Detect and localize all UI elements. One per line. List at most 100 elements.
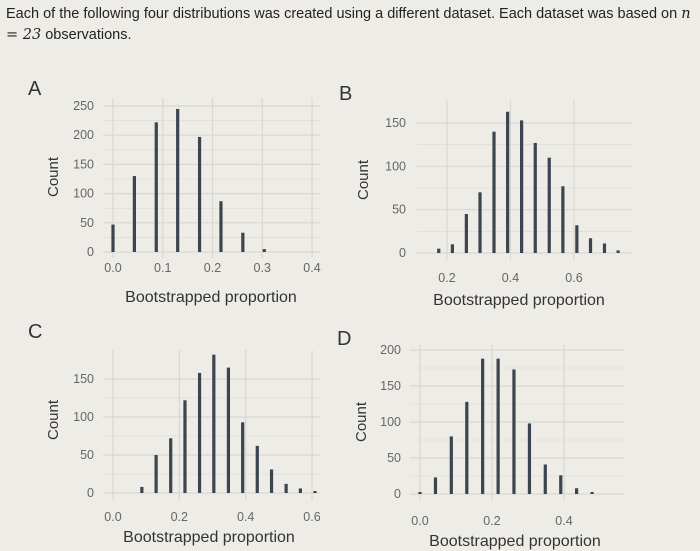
- y-tick-label: 100: [380, 415, 401, 429]
- x-tick-label: 0.3: [254, 261, 271, 275]
- histogram-bar: [132, 176, 136, 252]
- x-axis-label: Bootstrapped proportion: [429, 533, 601, 550]
- histogram-bar: [520, 120, 524, 254]
- histogram-bar: [262, 249, 266, 252]
- histogram-bar: [197, 372, 202, 493]
- x-tick-label: 0.2: [483, 514, 500, 528]
- histogram-bar: [506, 111, 510, 253]
- histogram-D: 0 50 100 150 200 0.0 0.2 0.4 Bootstrapped propor…: [337, 328, 625, 550]
- histogram-bar: [140, 486, 144, 493]
- intro-text: Each of the following four distributions…: [6, 4, 696, 46]
- histogram-bar: [197, 136, 202, 252]
- x-tick-label: 0.2: [171, 510, 188, 524]
- histogram-bar: [590, 492, 594, 494]
- intro-text-before: Each of the following four distributions…: [6, 6, 682, 22]
- x-tick-label: 0.6: [565, 271, 582, 285]
- y-tick-label: 150: [385, 116, 406, 130]
- histogram-bar: [588, 238, 593, 253]
- histogram-bar: [527, 423, 532, 494]
- y-axis-label: Count: [353, 401, 370, 442]
- histogram-C: 0 50 100 150 0.0 0.2 0.4 0.6 Bootstrapped propor…: [28, 321, 321, 546]
- y-tick-label: 50: [392, 203, 406, 217]
- histogram-bar: [559, 475, 563, 494]
- y-tick-label: 100: [73, 410, 94, 424]
- x-tick-label: 0.4: [502, 271, 519, 285]
- histogram-bar: [111, 224, 115, 252]
- y-tick-label: 150: [380, 379, 401, 393]
- histogram-bar: [183, 400, 187, 493]
- y-tick-label: 150: [73, 372, 94, 386]
- y-tick-label: 100: [385, 159, 406, 173]
- x-tick-label: 0.0: [411, 514, 428, 528]
- histogram-bar: [284, 483, 288, 493]
- x-tick-label: 0.4: [237, 510, 254, 524]
- panel-label: C: [28, 321, 42, 343]
- panel-label: A: [28, 78, 42, 100]
- histogram-bar: [176, 108, 180, 252]
- histogram-bar: [575, 488, 579, 494]
- histogram-bar: [219, 201, 223, 252]
- x-axis-label: Bootstrapped proportion: [433, 292, 605, 309]
- histogram-bar: [449, 436, 453, 494]
- y-tick-label: 0: [399, 246, 406, 260]
- histogram-bar: [496, 358, 500, 494]
- histogram-bar: [255, 445, 259, 493]
- histogram-bar: [478, 192, 482, 253]
- histogram-bar: [492, 131, 496, 253]
- histogram-B: 0 50 100 150 0.2 0.4 0.6 Bootstrapped proportio…: [339, 83, 632, 309]
- histogram-bar: [169, 438, 173, 493]
- y-tick-label: 250: [73, 99, 94, 113]
- x-tick-label: 0.0: [104, 510, 121, 524]
- histogram-bar: [481, 358, 485, 494]
- y-tick-label: 0: [87, 245, 94, 259]
- x-axis-label: Bootstrapped proportion: [125, 289, 297, 306]
- intro-math: n = 23: [6, 6, 691, 43]
- histogram-bar: [241, 232, 245, 252]
- y-axis-label: Count: [355, 159, 372, 200]
- x-tick-label: 0.4: [303, 261, 320, 275]
- histogram-bar: [298, 488, 302, 493]
- y-tick-label: 0: [394, 487, 401, 501]
- histogram-A: 0 50 100 150 200 250 0.0 0.1 0.2 0.3 0.4 Bootstrapp…: [28, 78, 321, 306]
- x-tick-label: 0.4: [555, 514, 572, 528]
- histogram-bar: [533, 142, 537, 253]
- histogram-bar: [154, 122, 158, 253]
- histogram-bar: [154, 455, 158, 493]
- y-tick-label: 50: [387, 451, 401, 465]
- histogram-bar: [212, 354, 216, 493]
- histogram-bar: [433, 477, 438, 494]
- y-tick-label: 50: [80, 448, 94, 462]
- histogram-bar: [313, 491, 317, 493]
- panel-label: D: [337, 328, 351, 350]
- y-tick-label: 100: [73, 187, 94, 201]
- histogram-bar: [561, 186, 565, 253]
- x-tick-label: 0.1: [154, 261, 171, 275]
- histogram-bar: [241, 422, 245, 493]
- x-tick-label: 0.0: [104, 261, 121, 275]
- y-tick-label: 200: [73, 128, 94, 142]
- histogram-bar: [616, 250, 620, 253]
- histogram-bar: [418, 492, 422, 494]
- x-tick-label: 0.6: [303, 510, 320, 524]
- histogram-bar: [269, 469, 274, 493]
- y-tick-label: 50: [80, 216, 94, 230]
- x-tick-label: 0.2: [204, 261, 221, 275]
- histogram-bar: [226, 367, 231, 493]
- histogram-bar: [547, 157, 551, 253]
- y-axis-label: Count: [45, 156, 62, 197]
- y-tick-label: 0: [87, 486, 94, 500]
- histogram-bar: [437, 248, 441, 253]
- x-tick-label: 0.2: [438, 271, 455, 285]
- histogram-bar: [602, 243, 607, 253]
- y-tick-label: 200: [380, 343, 401, 357]
- intro-text-after: observations.: [41, 27, 132, 43]
- panel-label: B: [339, 83, 352, 105]
- y-tick-label: 150: [73, 157, 94, 171]
- histogram-bar: [465, 401, 469, 494]
- histogram-bar: [575, 225, 579, 253]
- histogram-bar: [512, 369, 516, 494]
- histogram-bar: [464, 214, 468, 253]
- histogram-bar: [450, 244, 454, 253]
- y-axis-label: Count: [45, 399, 62, 440]
